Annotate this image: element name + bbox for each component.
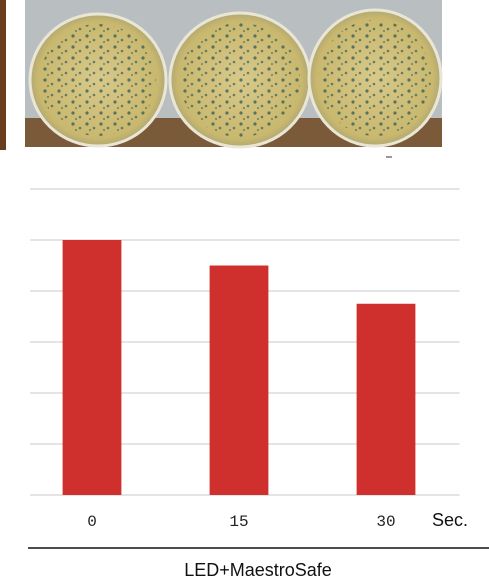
x-tick-label: 0	[87, 513, 97, 531]
x-tick-label: 15	[229, 513, 248, 531]
plot: 0 15 30	[30, 188, 460, 531]
x-unit: Sec.	[432, 510, 468, 530]
bar	[209, 265, 269, 495]
bar	[62, 240, 122, 495]
x-tick-label: 30	[376, 513, 395, 531]
bar	[356, 303, 416, 495]
x-axis-title: LED+MaestroSafe	[184, 560, 332, 580]
photo	[0, 0, 443, 158]
